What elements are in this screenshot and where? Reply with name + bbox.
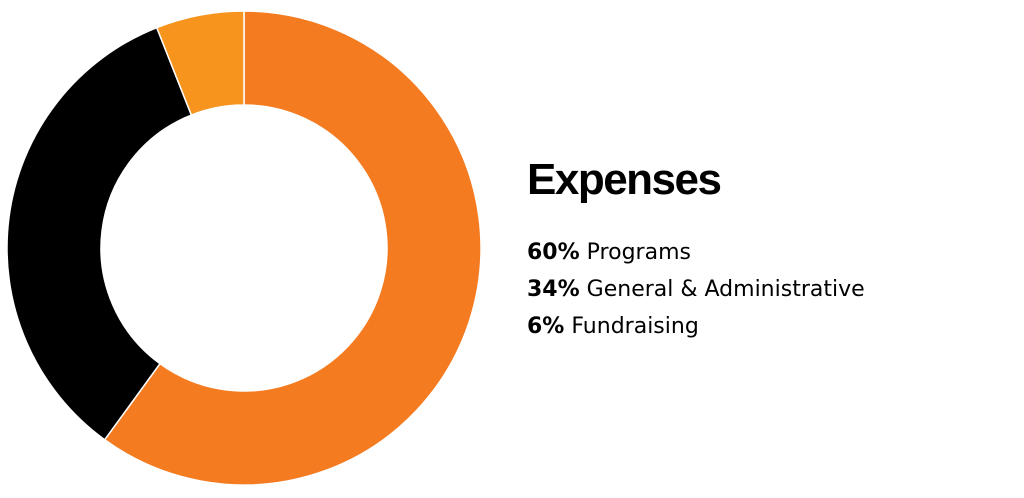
legend: 60% Programs 34% General & Administrativ…	[527, 234, 865, 345]
slice-general-administrative	[6, 26, 193, 441]
chart-title: Expenses	[527, 155, 722, 204]
legend-item-programs: 60% Programs	[527, 234, 865, 271]
legend-label-programs: Programs	[586, 240, 691, 265]
slice-fundraising	[155, 10, 245, 117]
legend-item-general-administrative: 34% General & Administrative	[527, 271, 865, 308]
legend-value-fundraising: 6%	[527, 314, 565, 339]
donut-chart	[6, 10, 482, 486]
slice-programs	[103, 10, 482, 486]
legend-label-fundraising: Fundraising	[571, 314, 699, 339]
legend-value-programs: 60%	[527, 240, 580, 265]
legend-label-general-administrative: General & Administrative	[586, 277, 865, 302]
legend-item-fundraising: 6% Fundraising	[527, 308, 865, 345]
legend-value-general-administrative: 34%	[527, 277, 580, 302]
